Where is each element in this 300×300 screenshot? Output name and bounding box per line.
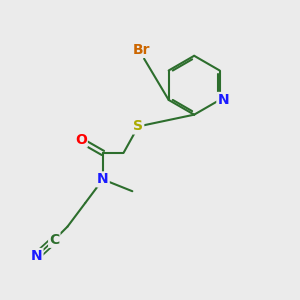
Text: O: O (75, 133, 87, 147)
Text: N: N (218, 93, 229, 107)
Text: C: C (49, 233, 59, 247)
Text: Br: Br (132, 43, 150, 57)
Text: N: N (31, 249, 43, 263)
Text: S: S (133, 119, 143, 134)
Text: N: N (97, 172, 109, 186)
